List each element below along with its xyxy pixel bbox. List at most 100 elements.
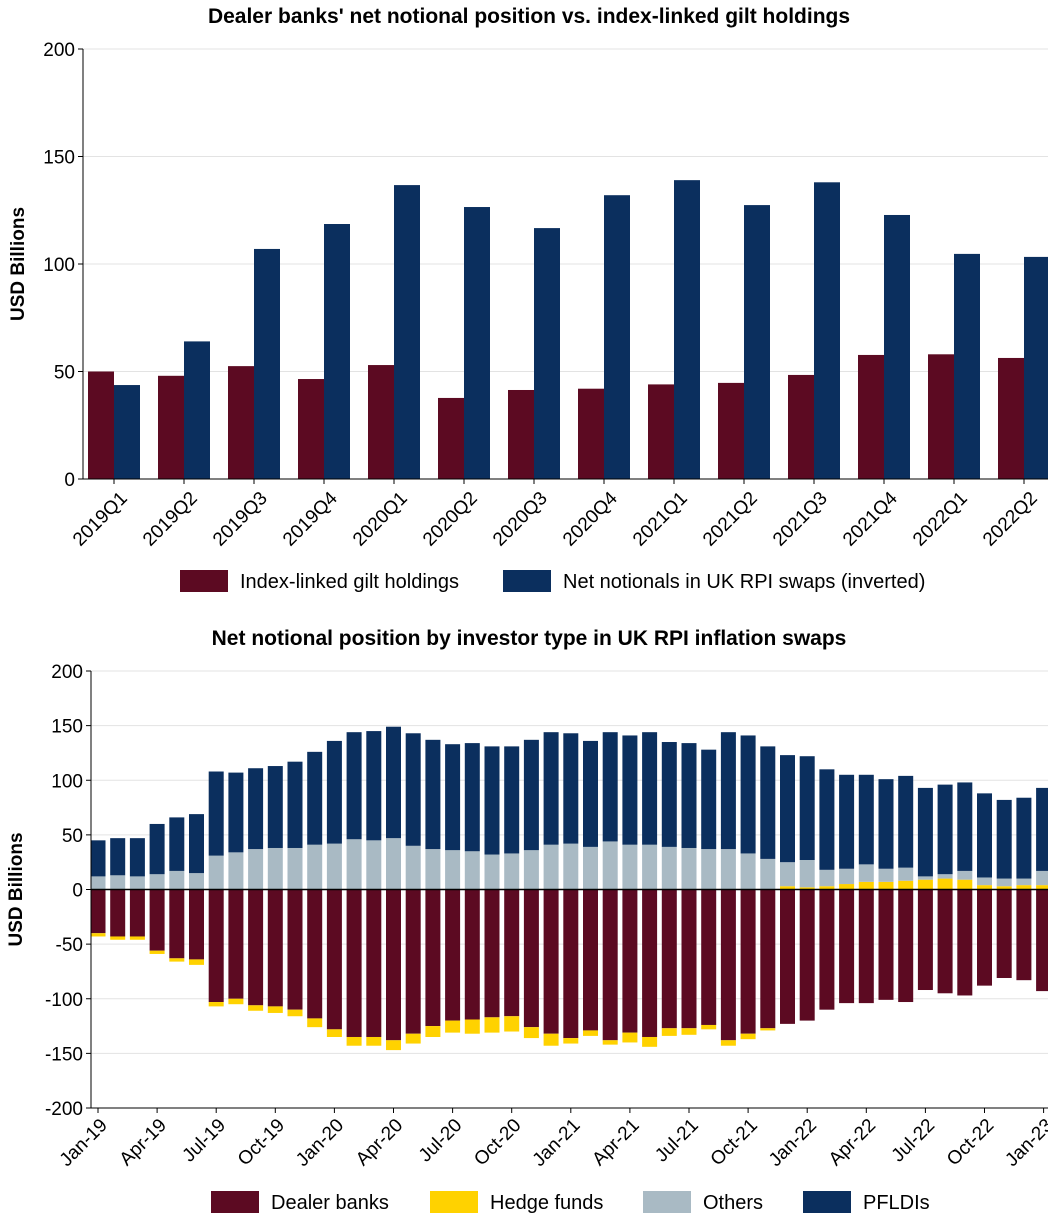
bar-segment xyxy=(346,889,362,1037)
bar-segment xyxy=(543,889,559,1034)
x-tick-label: Oct-20 xyxy=(470,1115,525,1170)
bar-segment xyxy=(583,889,598,1031)
bar xyxy=(788,374,814,479)
bar-segment xyxy=(90,889,106,934)
legend-swatch xyxy=(643,1191,691,1213)
bar-segment xyxy=(563,733,579,844)
bar xyxy=(674,180,700,479)
chart-title: Net notional position by investor type i… xyxy=(212,627,847,650)
bar-segment xyxy=(819,769,835,870)
bar-segment xyxy=(386,838,401,890)
bar-segment xyxy=(661,889,677,1029)
bar-segment xyxy=(90,933,106,937)
bar-segment xyxy=(878,889,894,1000)
x-tick-label: 2019Q3 xyxy=(209,488,272,551)
legend-swatch xyxy=(503,570,551,592)
bar-segment xyxy=(563,889,579,1039)
bar-segment xyxy=(661,1028,677,1036)
bar xyxy=(884,214,910,480)
x-tick-label: Oct-19 xyxy=(234,1115,289,1170)
bar-segment xyxy=(681,889,697,1029)
bar-segment xyxy=(563,1038,579,1044)
bar-segment xyxy=(583,846,598,890)
bar-segment xyxy=(898,775,914,868)
bar-segment xyxy=(386,889,401,1041)
bar-segment xyxy=(267,766,283,848)
bar-segment xyxy=(208,1002,224,1007)
bar-segment xyxy=(425,889,441,1027)
bar-segment xyxy=(1036,889,1048,992)
bar-segment xyxy=(898,867,914,881)
bar-segment xyxy=(169,958,185,962)
bar-segment xyxy=(366,840,382,890)
bar-segment xyxy=(366,1036,382,1046)
bar xyxy=(648,384,674,479)
bar xyxy=(858,354,884,479)
bar-segment xyxy=(642,732,658,845)
bar-segment xyxy=(780,889,795,1024)
x-tick-label: Oct-21 xyxy=(707,1115,762,1170)
bar-segment xyxy=(484,889,500,1018)
bar-segment xyxy=(917,879,933,890)
bar-segment xyxy=(937,889,953,994)
bar-segment xyxy=(386,1040,401,1051)
y-tick-label: -150 xyxy=(45,1044,83,1065)
x-tick-label: 2022Q2 xyxy=(979,488,1042,551)
y-axis-label: USD Billions xyxy=(6,832,27,946)
bar-segment xyxy=(504,1016,520,1032)
bar-segment xyxy=(701,889,717,1025)
bar-segment xyxy=(839,774,855,869)
bar-segment xyxy=(208,889,224,1003)
bar-segment xyxy=(917,876,933,880)
bar-segment xyxy=(898,880,914,890)
bar-segment xyxy=(622,844,638,890)
bar-segment xyxy=(464,889,480,1020)
x-tick-label: 2021Q1 xyxy=(629,488,692,551)
bar-segment xyxy=(464,1019,480,1034)
bar xyxy=(928,354,954,479)
bar-segment xyxy=(878,881,894,890)
bar-segment xyxy=(307,1018,323,1028)
bar-segment xyxy=(740,853,756,890)
bar-segment xyxy=(858,889,874,1004)
x-tick-label: Jan-22 xyxy=(765,1115,821,1171)
bar-segment xyxy=(839,884,855,890)
bar-segment xyxy=(720,889,736,1041)
bar-segment xyxy=(248,768,264,850)
y-tick-label: -50 xyxy=(56,935,83,956)
bar-segment xyxy=(977,889,992,986)
bar-segment xyxy=(642,844,658,890)
bar-segment xyxy=(917,787,933,877)
bar-segment xyxy=(720,849,736,890)
bar xyxy=(954,253,980,479)
bar-segment xyxy=(484,854,500,890)
bar-segment xyxy=(307,751,323,845)
bar-segment xyxy=(1016,878,1032,886)
bar-segment xyxy=(504,889,520,1017)
bar-segment xyxy=(996,889,1012,978)
bar-segment xyxy=(642,1036,658,1047)
bar-segment xyxy=(129,838,145,877)
y-axis-label: USD Billions xyxy=(8,207,29,321)
bar xyxy=(998,357,1024,479)
legend-label: PFLDIs xyxy=(863,1192,930,1213)
bar-segment xyxy=(149,823,165,875)
bar-segment xyxy=(622,889,638,1033)
bar-segment xyxy=(1036,787,1048,871)
bar-segment xyxy=(267,1006,283,1013)
bar-segment xyxy=(937,874,953,879)
bar-segment xyxy=(228,852,244,890)
bar-segment xyxy=(543,732,559,845)
bar-segment xyxy=(1016,889,1032,981)
bar-segment xyxy=(366,889,382,1037)
bar-segment xyxy=(346,839,362,890)
bar-segment xyxy=(248,849,264,890)
y-tick-label: 100 xyxy=(43,255,75,276)
bar-segment xyxy=(839,868,855,885)
x-tick-label: Apr-20 xyxy=(352,1115,407,1170)
bar-segment xyxy=(661,742,677,847)
x-tick-label: Jul-19 xyxy=(179,1115,230,1166)
bar-segment xyxy=(287,847,303,890)
bar-segment xyxy=(898,889,914,1003)
